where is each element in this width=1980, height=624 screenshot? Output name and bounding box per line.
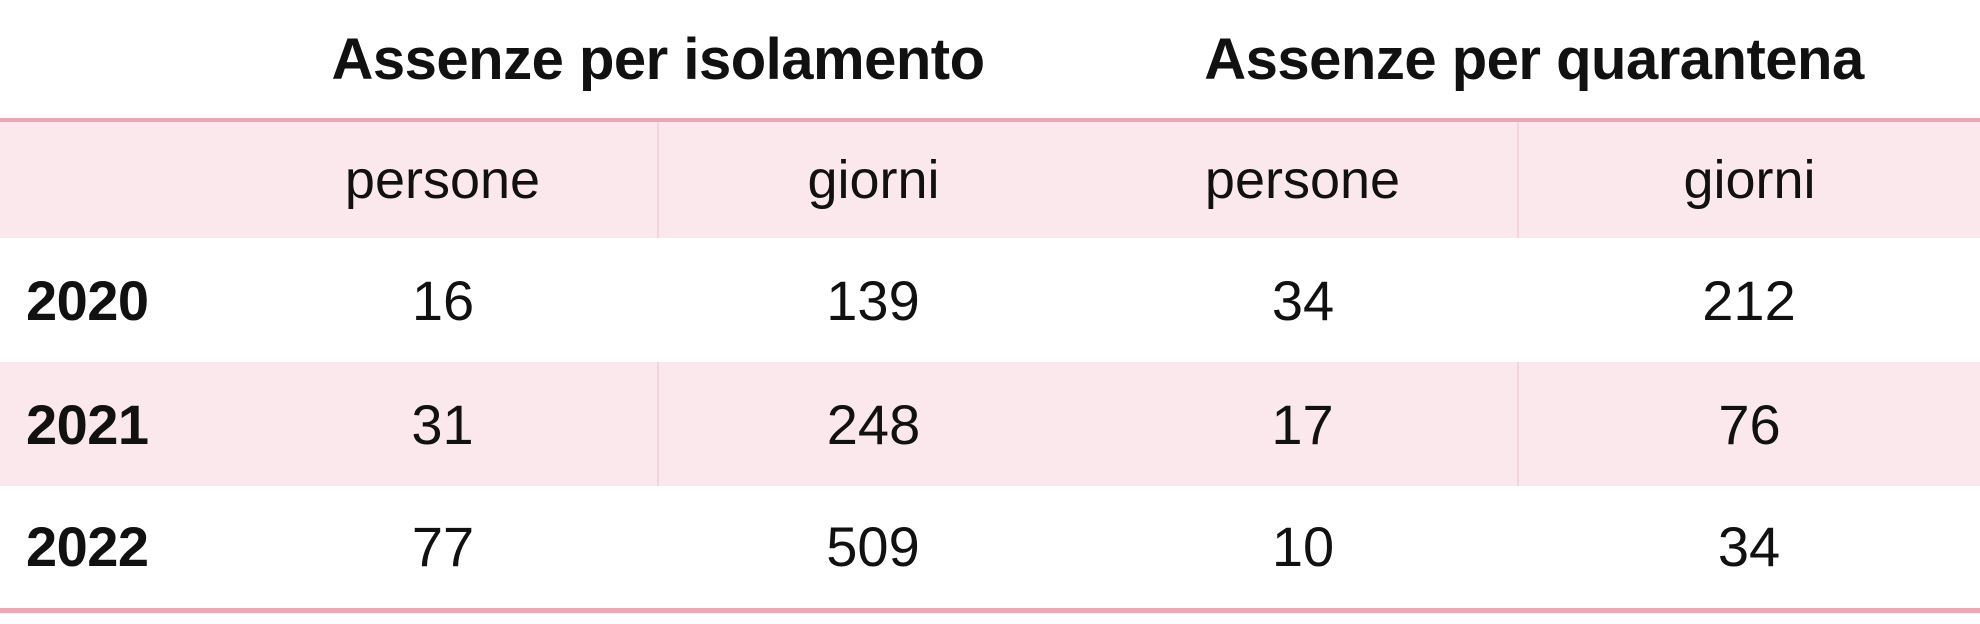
cell-isolamento-persone: 77 [228,486,658,613]
sub-header-row: persone giorni persone giorni [0,118,1980,238]
cell-isolamento-giorni: 509 [658,486,1088,613]
sub-header-quarantena-giorni: giorni [1517,118,1980,238]
cell-isolamento-giorni: 139 [658,238,1088,362]
cell-isolamento-persone: 31 [228,362,658,486]
group-header-isolamento: Assenze per isolamento [228,0,1088,120]
cell-quarantena-persone: 17 [1088,362,1518,486]
group-header-row: Assenze per isolamento Assenze per quara… [0,0,1980,120]
row-year-label: 2020 [0,238,228,362]
table-body: 2020 16 139 34 212 2021 31 248 17 76 202… [0,238,1980,613]
sub-header-isolamento-persone: persone [228,118,658,238]
cell-isolamento-persone: 16 [228,238,658,362]
row-year-label: 2022 [0,486,228,613]
group-header-quarantena: Assenze per quarantena [1088,0,1980,120]
table-row: 2021 31 248 17 76 [0,362,1980,486]
cell-quarantena-giorni: 76 [1517,362,1980,486]
row-year-label: 2021 [0,362,228,486]
sub-header-year [0,118,228,238]
table-row: 2020 16 139 34 212 [0,238,1980,362]
table-head: Assenze per isolamento Assenze per quara… [0,0,1980,238]
group-header-corner-cell [0,0,228,120]
cell-quarantena-persone: 34 [1088,238,1518,362]
cell-quarantena-persone: 10 [1088,486,1518,613]
sub-header-quarantena-persone: persone [1088,118,1518,238]
cell-quarantena-giorni: 212 [1518,238,1980,362]
sub-header-isolamento-giorni: giorni [657,118,1088,238]
cell-isolamento-giorni: 248 [657,362,1088,486]
table-row: 2022 77 509 10 34 [0,486,1980,613]
cell-quarantena-giorni: 34 [1518,486,1980,613]
